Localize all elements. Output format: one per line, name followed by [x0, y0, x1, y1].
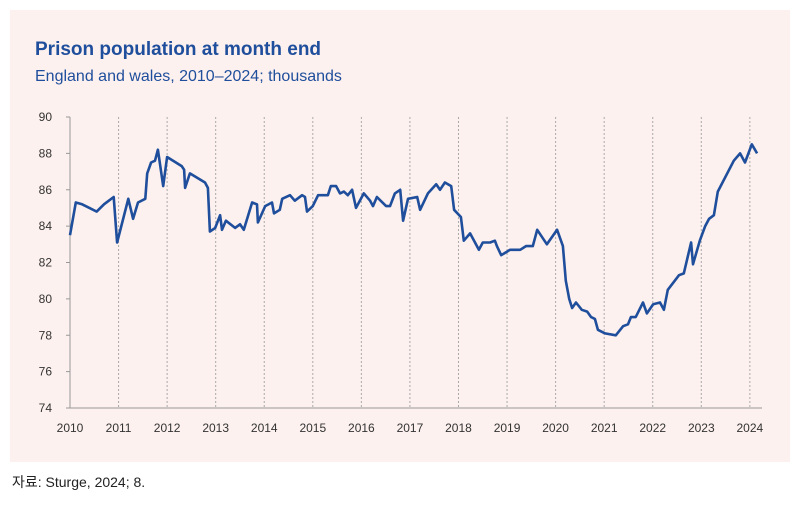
y-tick-label: 86	[39, 183, 53, 197]
x-tick-label: 2016	[348, 421, 375, 435]
x-tick-label: 2017	[397, 421, 424, 435]
x-tick-label: 2019	[494, 421, 521, 435]
x-tick-label: 2013	[202, 421, 229, 435]
chart-title: Prison population at month end	[35, 39, 321, 60]
x-tick-label: 2024	[737, 421, 764, 435]
x-tick-label: 2018	[445, 421, 472, 435]
x-tick-label: 2021	[591, 421, 618, 435]
x-tick-label: 2012	[154, 421, 181, 435]
y-tick-label: 80	[39, 292, 53, 306]
x-tick-label: 2015	[299, 421, 326, 435]
y-tick-label: 78	[39, 328, 53, 342]
y-tick-label: 90	[39, 110, 53, 124]
source: 자료: Sturge, 2024; 8.	[12, 474, 145, 490]
x-tick-label: 2022	[639, 421, 666, 435]
x-tick-label: 2014	[251, 421, 278, 435]
chart-subtitle: England and wales, 2010–2024; thousands	[35, 68, 342, 85]
chart-background	[10, 10, 790, 462]
x-tick-label: 2011	[106, 421, 132, 435]
y-tick-label: 84	[39, 219, 53, 233]
y-tick-label: 76	[39, 365, 53, 379]
y-tick-label: 82	[39, 256, 53, 270]
x-tick-label: 2023	[688, 421, 715, 435]
x-tick-label: 2010	[57, 421, 84, 435]
y-tick-label: 88	[39, 146, 53, 160]
x-tick-label: 2020	[542, 421, 569, 435]
line	[68, 143, 759, 337]
y-tick-label: 74	[39, 401, 53, 415]
